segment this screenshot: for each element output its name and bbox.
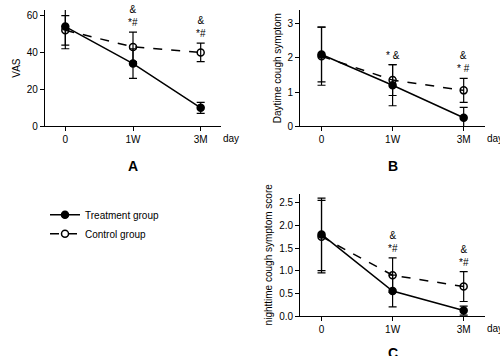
- svg-text:1: 1: [288, 87, 294, 98]
- svg-text:nighttime cough symptom score: nighttime cough symptom score: [263, 184, 274, 326]
- svg-text:0.5: 0.5: [279, 288, 293, 299]
- svg-text:0: 0: [32, 121, 38, 132]
- svg-text:2.0: 2.0: [279, 220, 293, 231]
- svg-text:&*#: &*#: [459, 244, 469, 268]
- svg-text:3: 3: [288, 18, 294, 29]
- svg-text:3M: 3M: [457, 134, 471, 145]
- svg-text:&*#: &*#: [388, 230, 398, 254]
- svg-text:VAS: VAS: [11, 58, 22, 78]
- svg-text:day: day: [487, 323, 500, 334]
- svg-text:1.5: 1.5: [279, 243, 293, 254]
- svg-text:40: 40: [27, 47, 39, 58]
- svg-text:2.5: 2.5: [279, 197, 293, 208]
- svg-text:60: 60: [27, 10, 39, 21]
- svg-text:1W: 1W: [385, 134, 401, 145]
- svg-text:A: A: [128, 158, 138, 174]
- svg-text:C: C: [388, 345, 398, 356]
- svg-text:&*#: &*#: [196, 15, 206, 39]
- svg-text:Control group: Control group: [85, 229, 146, 240]
- svg-text:Daytime cough symptom: Daytime cough symptom: [272, 13, 283, 123]
- svg-text:&* #: &* #: [457, 50, 470, 74]
- svg-text:* &: * &: [386, 50, 400, 61]
- svg-text:1W: 1W: [385, 324, 401, 335]
- svg-text:day: day: [223, 133, 239, 144]
- svg-text:1W: 1W: [126, 134, 142, 145]
- svg-text:3M: 3M: [457, 324, 471, 335]
- svg-text:20: 20: [27, 84, 39, 95]
- svg-text:0: 0: [63, 134, 69, 145]
- svg-text:0: 0: [319, 134, 325, 145]
- svg-text:3M: 3M: [194, 134, 208, 145]
- svg-text:&*#: &*#: [128, 4, 138, 28]
- svg-text:2: 2: [288, 52, 294, 63]
- svg-text:Treatment group: Treatment group: [85, 210, 159, 221]
- svg-text:B: B: [388, 158, 398, 174]
- svg-text:0: 0: [319, 324, 325, 335]
- svg-text:day: day: [487, 133, 500, 144]
- svg-text:0.0: 0.0: [279, 311, 293, 322]
- svg-text:1.0: 1.0: [279, 265, 293, 276]
- svg-text:0: 0: [288, 121, 294, 132]
